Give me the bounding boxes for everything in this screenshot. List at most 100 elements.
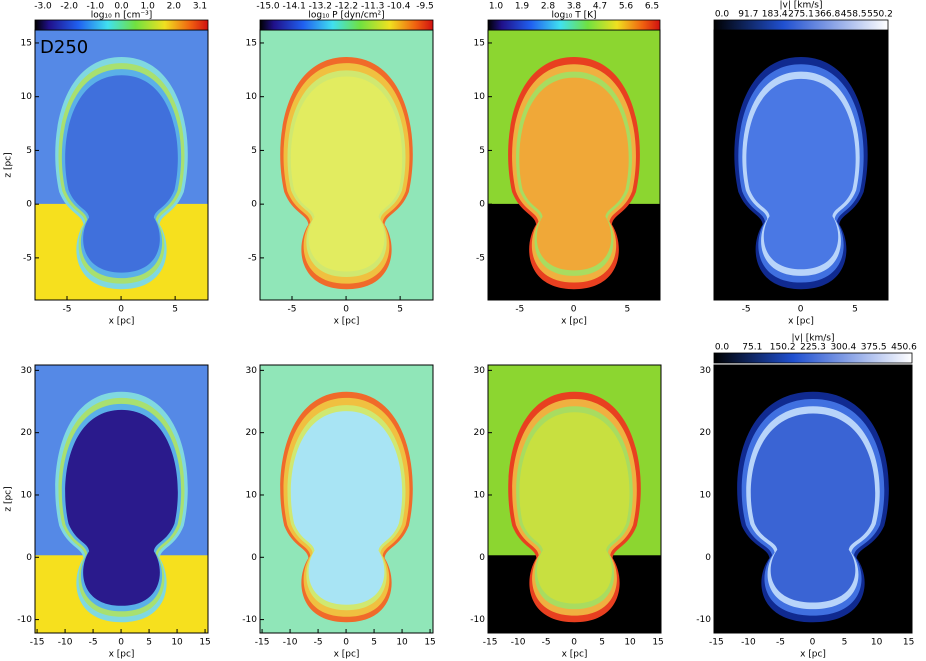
colorbar-tick-label: 3.8 — [567, 2, 582, 12]
y-tick-label: 10 — [21, 490, 33, 500]
y-tick-label: -5 — [23, 253, 32, 263]
colorbar — [487, 19, 661, 31]
panel-image — [260, 365, 433, 633]
bubble-shell — [519, 412, 630, 604]
panel-image — [714, 30, 888, 300]
x-tick-label: 10 — [171, 638, 183, 648]
y-tick-label: 15 — [246, 38, 257, 48]
x-tick-label: -5 — [542, 638, 551, 648]
y-tick-label: 5 — [479, 146, 485, 156]
y-tick-label: 30 — [21, 366, 33, 376]
colorbar-tick-label: -11.3 — [361, 2, 384, 12]
colorbar-title: log₁₀ T [K] — [551, 11, 596, 21]
x-tick-label: -5 — [89, 638, 98, 648]
x-tick-label: 15 — [903, 638, 914, 648]
panel-image — [260, 30, 433, 300]
x-tick-label: -5 — [776, 638, 785, 648]
y-tick-label: 20 — [21, 428, 33, 438]
x-tick-label: -15 — [30, 638, 45, 648]
panel-image — [35, 30, 208, 300]
bubble-shell — [746, 78, 856, 270]
x-tick-label: -10 — [283, 638, 298, 648]
colorbar-tick-label: 550.2 — [867, 10, 893, 20]
y-tick-label: 0 — [251, 200, 257, 210]
x-axis-label: x [pc] — [109, 317, 135, 327]
bubble-shell — [65, 409, 178, 606]
colorbar-tick-label: 150.2 — [770, 343, 796, 353]
colorbar-title: |v| [km/s] — [780, 1, 823, 11]
y-tick-label: 10 — [474, 490, 486, 500]
x-tick-label: -10 — [511, 638, 526, 648]
colorbar — [713, 352, 913, 364]
colorbar-tick-label: 2.0 — [167, 2, 182, 12]
x-tick-label: -10 — [58, 638, 73, 648]
panel-image — [488, 30, 660, 300]
y-tick-label: 0 — [26, 200, 32, 210]
y-tick-label: 10 — [700, 490, 712, 500]
colorbar-tick-label: 1.0 — [141, 2, 156, 12]
colorbar-tick-label: 0.0 — [114, 2, 129, 12]
colorbar-tick-label: 0.0 — [715, 10, 730, 20]
colorbar — [713, 19, 889, 31]
y-tick-label: 20 — [474, 428, 486, 438]
y-tick-label: 0 — [251, 553, 257, 563]
panel-image — [714, 365, 912, 633]
colorbar-title: |v| [km/s] — [792, 334, 835, 344]
x-axis-label: x [pc] — [334, 650, 360, 660]
x-axis-label: x [pc] — [109, 650, 135, 660]
y-tick-label: 0 — [26, 553, 32, 563]
x-tick-label: 15 — [424, 638, 435, 648]
x-tick-label: -15 — [255, 638, 270, 648]
y-tick-label: 15 — [474, 38, 485, 48]
colorbar-title: log₁₀ n [cm⁻³] — [91, 11, 152, 21]
colorbar-tick-label: -3.0 — [34, 2, 52, 12]
y-tick-label: 30 — [246, 366, 258, 376]
bubble-shell — [750, 413, 876, 603]
colorbar-tick-label: -13.2 — [309, 2, 332, 12]
x-tick-label: -5 — [515, 305, 524, 315]
colorbar-tick-label: 183.4 — [762, 10, 788, 20]
y-tick-label: -10 — [470, 615, 485, 625]
y-tick-label: -10 — [242, 615, 257, 625]
x-tick-label: 15 — [199, 638, 210, 648]
x-axis-label: x [pc] — [334, 317, 360, 327]
colorbar-tick-label: -15.0 — [256, 2, 280, 12]
y-tick-label: 10 — [246, 490, 258, 500]
x-tick-label: 5 — [599, 638, 605, 648]
colorbar-tick-label: 450.6 — [891, 343, 917, 353]
x-tick-label: 5 — [852, 305, 858, 315]
x-tick-label: 5 — [397, 305, 403, 315]
x-tick-label: 0 — [118, 305, 124, 315]
colorbar-tick-label: 225.3 — [800, 343, 826, 353]
y-tick-label: 20 — [246, 428, 258, 438]
x-axis-label: x [pc] — [561, 317, 587, 327]
x-tick-label: 0 — [571, 638, 577, 648]
run-label: D250 — [40, 37, 88, 58]
x-tick-label: -5 — [314, 638, 323, 648]
y-tick-label: 0 — [705, 553, 711, 563]
y-tick-label: 30 — [474, 366, 486, 376]
colorbar-tick-label: 91.7 — [738, 10, 758, 20]
panel-image — [35, 365, 208, 633]
x-tick-label: -5 — [288, 305, 297, 315]
x-tick-label: 10 — [624, 638, 636, 648]
y-tick-label: 5 — [26, 146, 32, 156]
x-tick-label: 0 — [571, 305, 577, 315]
colorbar-tick-label: 275.1 — [788, 10, 814, 20]
colorbar-title: log₁₀ P [dyn/cm²] — [308, 11, 384, 21]
colorbar-tick-label: 3.1 — [193, 2, 207, 12]
y-tick-label: 10 — [474, 92, 486, 102]
y-axis-label: z [pc] — [4, 152, 14, 177]
y-tick-label: -5 — [476, 253, 485, 263]
colorbar-tick-label: 1.0 — [489, 2, 504, 12]
y-tick-label: 0 — [479, 200, 485, 210]
colorbar-tick-label: 4.7 — [593, 2, 607, 12]
y-tick-label: 20 — [700, 428, 712, 438]
colorbar — [259, 19, 434, 31]
colorbar-tick-label: 375.5 — [861, 343, 887, 353]
bubble-shell — [290, 411, 403, 605]
colorbar-tick-label: -9.5 — [416, 2, 434, 12]
x-axis-label: x [pc] — [788, 317, 814, 327]
y-tick-label: -10 — [17, 615, 32, 625]
